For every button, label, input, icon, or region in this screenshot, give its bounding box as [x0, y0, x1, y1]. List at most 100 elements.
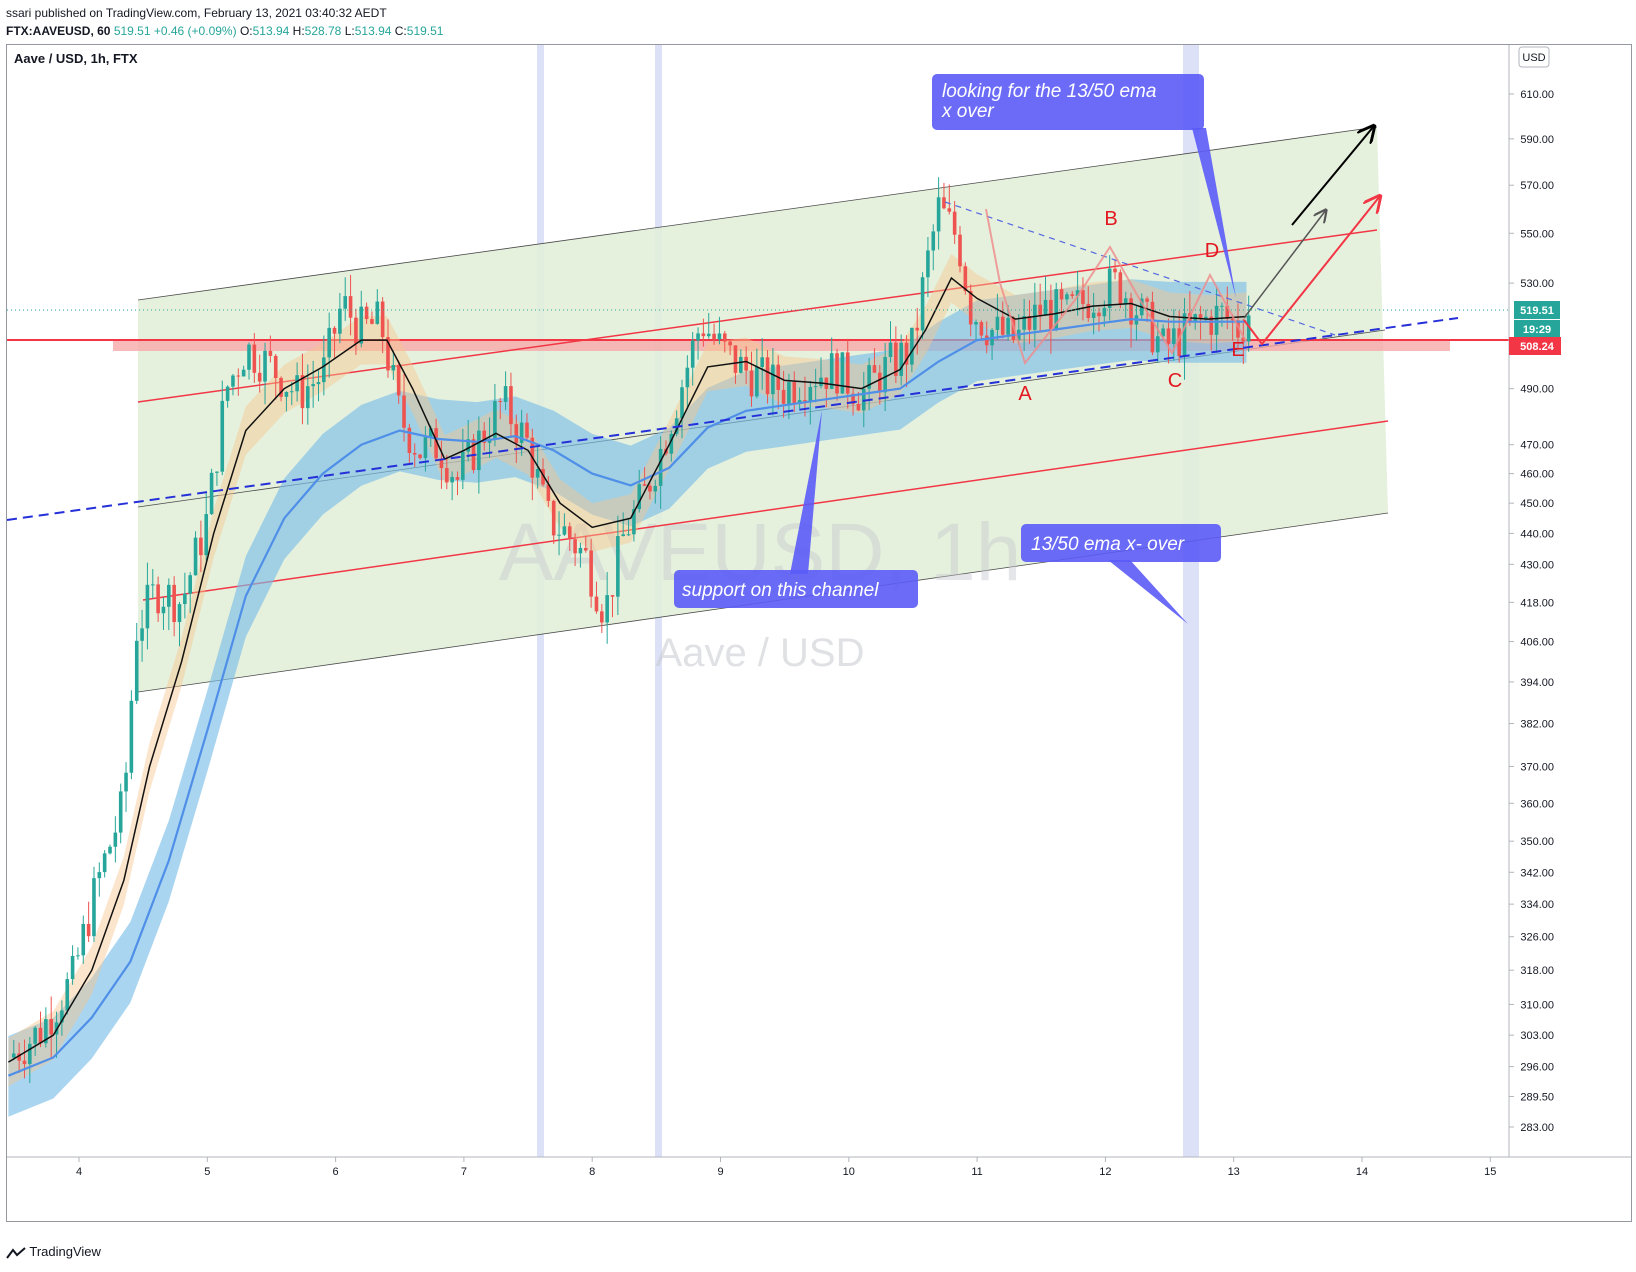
callout-cross-text: 13/50 ema x- over — [1031, 534, 1185, 555]
candle-body — [813, 386, 818, 388]
candle-body — [204, 514, 209, 556]
candle-body — [535, 469, 540, 478]
candle-body — [653, 485, 658, 492]
watermark-name: Aave / USD — [656, 631, 865, 675]
candle-body — [600, 611, 604, 623]
candle-body — [920, 277, 925, 331]
candle-body — [1054, 289, 1059, 330]
candle-body — [557, 534, 561, 536]
candle-body — [894, 342, 898, 376]
candlestick-series — [11, 177, 1251, 1084]
candle-body — [113, 832, 118, 847]
candle-body — [509, 386, 513, 425]
candle-body — [263, 350, 267, 382]
candle-body — [958, 234, 962, 267]
projection-arrow-grey — [1243, 210, 1326, 319]
candle-body — [851, 393, 855, 404]
symbol-label[interactable]: FTX:AAVEUSD, 60 — [6, 24, 111, 38]
callout-support-channel[interactable]: support on this channel — [674, 410, 918, 608]
price-tick-label: 382.00 — [1520, 719, 1554, 731]
candle-body — [332, 327, 337, 334]
candle-body — [594, 596, 599, 612]
candle-body — [268, 350, 273, 356]
candle-body — [567, 526, 572, 540]
candle-body — [150, 584, 155, 586]
currency-button[interactable]: USD — [1518, 46, 1550, 68]
candle-body — [215, 471, 219, 473]
candle-body — [428, 428, 433, 438]
candle-body — [134, 640, 139, 701]
price-tick-label: 394.00 — [1520, 677, 1554, 689]
callout-ema-crossover-bottom[interactable]: 13/50 ema x- over — [1021, 524, 1221, 624]
dashed-support-trendline — [7, 317, 1459, 521]
callout-top-line1: looking for the 13/50 ema — [942, 81, 1156, 102]
price-axis[interactable]: 610.00 590.00 570.00 550.00 530.00 490.00 470.… — [1509, 89, 1554, 1134]
time-tick-label: 10 — [843, 1166, 855, 1178]
candle-body — [252, 344, 257, 373]
candle-body — [760, 357, 764, 368]
candle-body — [209, 472, 214, 515]
time-axis[interactable]: 4 5 6 7 8 9 10 11 12 13 14 15 — [76, 1157, 1496, 1178]
time-tick-label: 15 — [1484, 1166, 1496, 1178]
wave-label-a: A — [1018, 383, 1032, 405]
candle-body — [477, 430, 481, 471]
candle-body — [648, 485, 652, 492]
candle-body — [1043, 299, 1048, 315]
last-price-tag-text: 519.51 — [1520, 305, 1554, 317]
candle-body — [503, 386, 508, 402]
candle-body — [519, 422, 524, 443]
price-tick-label: 406.00 — [1520, 637, 1554, 649]
candle-body — [444, 468, 449, 483]
price-tick-label: 303.00 — [1520, 1030, 1554, 1042]
candle-body — [391, 365, 396, 371]
candle-body — [1166, 328, 1171, 344]
candle-body — [38, 1027, 43, 1044]
candle-body — [733, 345, 738, 373]
candle-body — [482, 430, 487, 443]
red-channel-lower — [142, 420, 1389, 601]
candle-body — [466, 439, 470, 452]
candle-body — [1081, 290, 1085, 304]
candle-body — [840, 352, 845, 394]
candle-body — [541, 469, 545, 485]
candle-body — [359, 306, 364, 344]
candle-body — [284, 391, 289, 397]
candle-body — [396, 365, 401, 396]
candle-body — [322, 357, 326, 383]
candle-body — [183, 593, 187, 605]
tradingview-footer[interactable]: TradingView — [6, 1244, 101, 1260]
time-tick-label: 6 — [333, 1166, 339, 1178]
candle-body — [781, 389, 786, 404]
candle-body — [514, 424, 519, 443]
candle-body — [1209, 316, 1214, 335]
time-tick-label: 4 — [76, 1166, 82, 1178]
ema50-line — [7, 317, 1247, 1077]
candle-body — [65, 979, 70, 1011]
candle-body — [1022, 316, 1026, 330]
wave-label-d: D — [1205, 240, 1219, 262]
callout-ema-crossover-top[interactable]: looking for the 13/50 ema x over — [932, 74, 1236, 298]
candle-body — [1027, 316, 1032, 330]
price-tick-label: 318.00 — [1520, 965, 1554, 977]
candle-body — [685, 367, 690, 388]
price-tick-label: 326.00 — [1520, 932, 1554, 944]
candle-body — [97, 872, 102, 879]
candle-body — [17, 1053, 21, 1061]
price-tick-label: 370.00 — [1520, 761, 1554, 773]
candle-body — [690, 340, 695, 368]
candle-body — [931, 231, 936, 251]
candle-body — [316, 382, 321, 385]
candle-body — [247, 344, 251, 370]
time-tick-label: 13 — [1228, 1166, 1240, 1178]
currency-label: USD — [1522, 52, 1545, 64]
candle-body — [984, 335, 989, 346]
candle-body — [551, 500, 556, 536]
price-tick-label: 610.00 — [1520, 89, 1554, 101]
candle-body — [423, 437, 428, 459]
candle-body — [771, 364, 775, 395]
candle-body — [177, 604, 182, 623]
wave-label-c: C — [1168, 370, 1182, 392]
time-tick-label: 7 — [461, 1166, 467, 1178]
price-tick-label: 289.50 — [1520, 1091, 1554, 1103]
